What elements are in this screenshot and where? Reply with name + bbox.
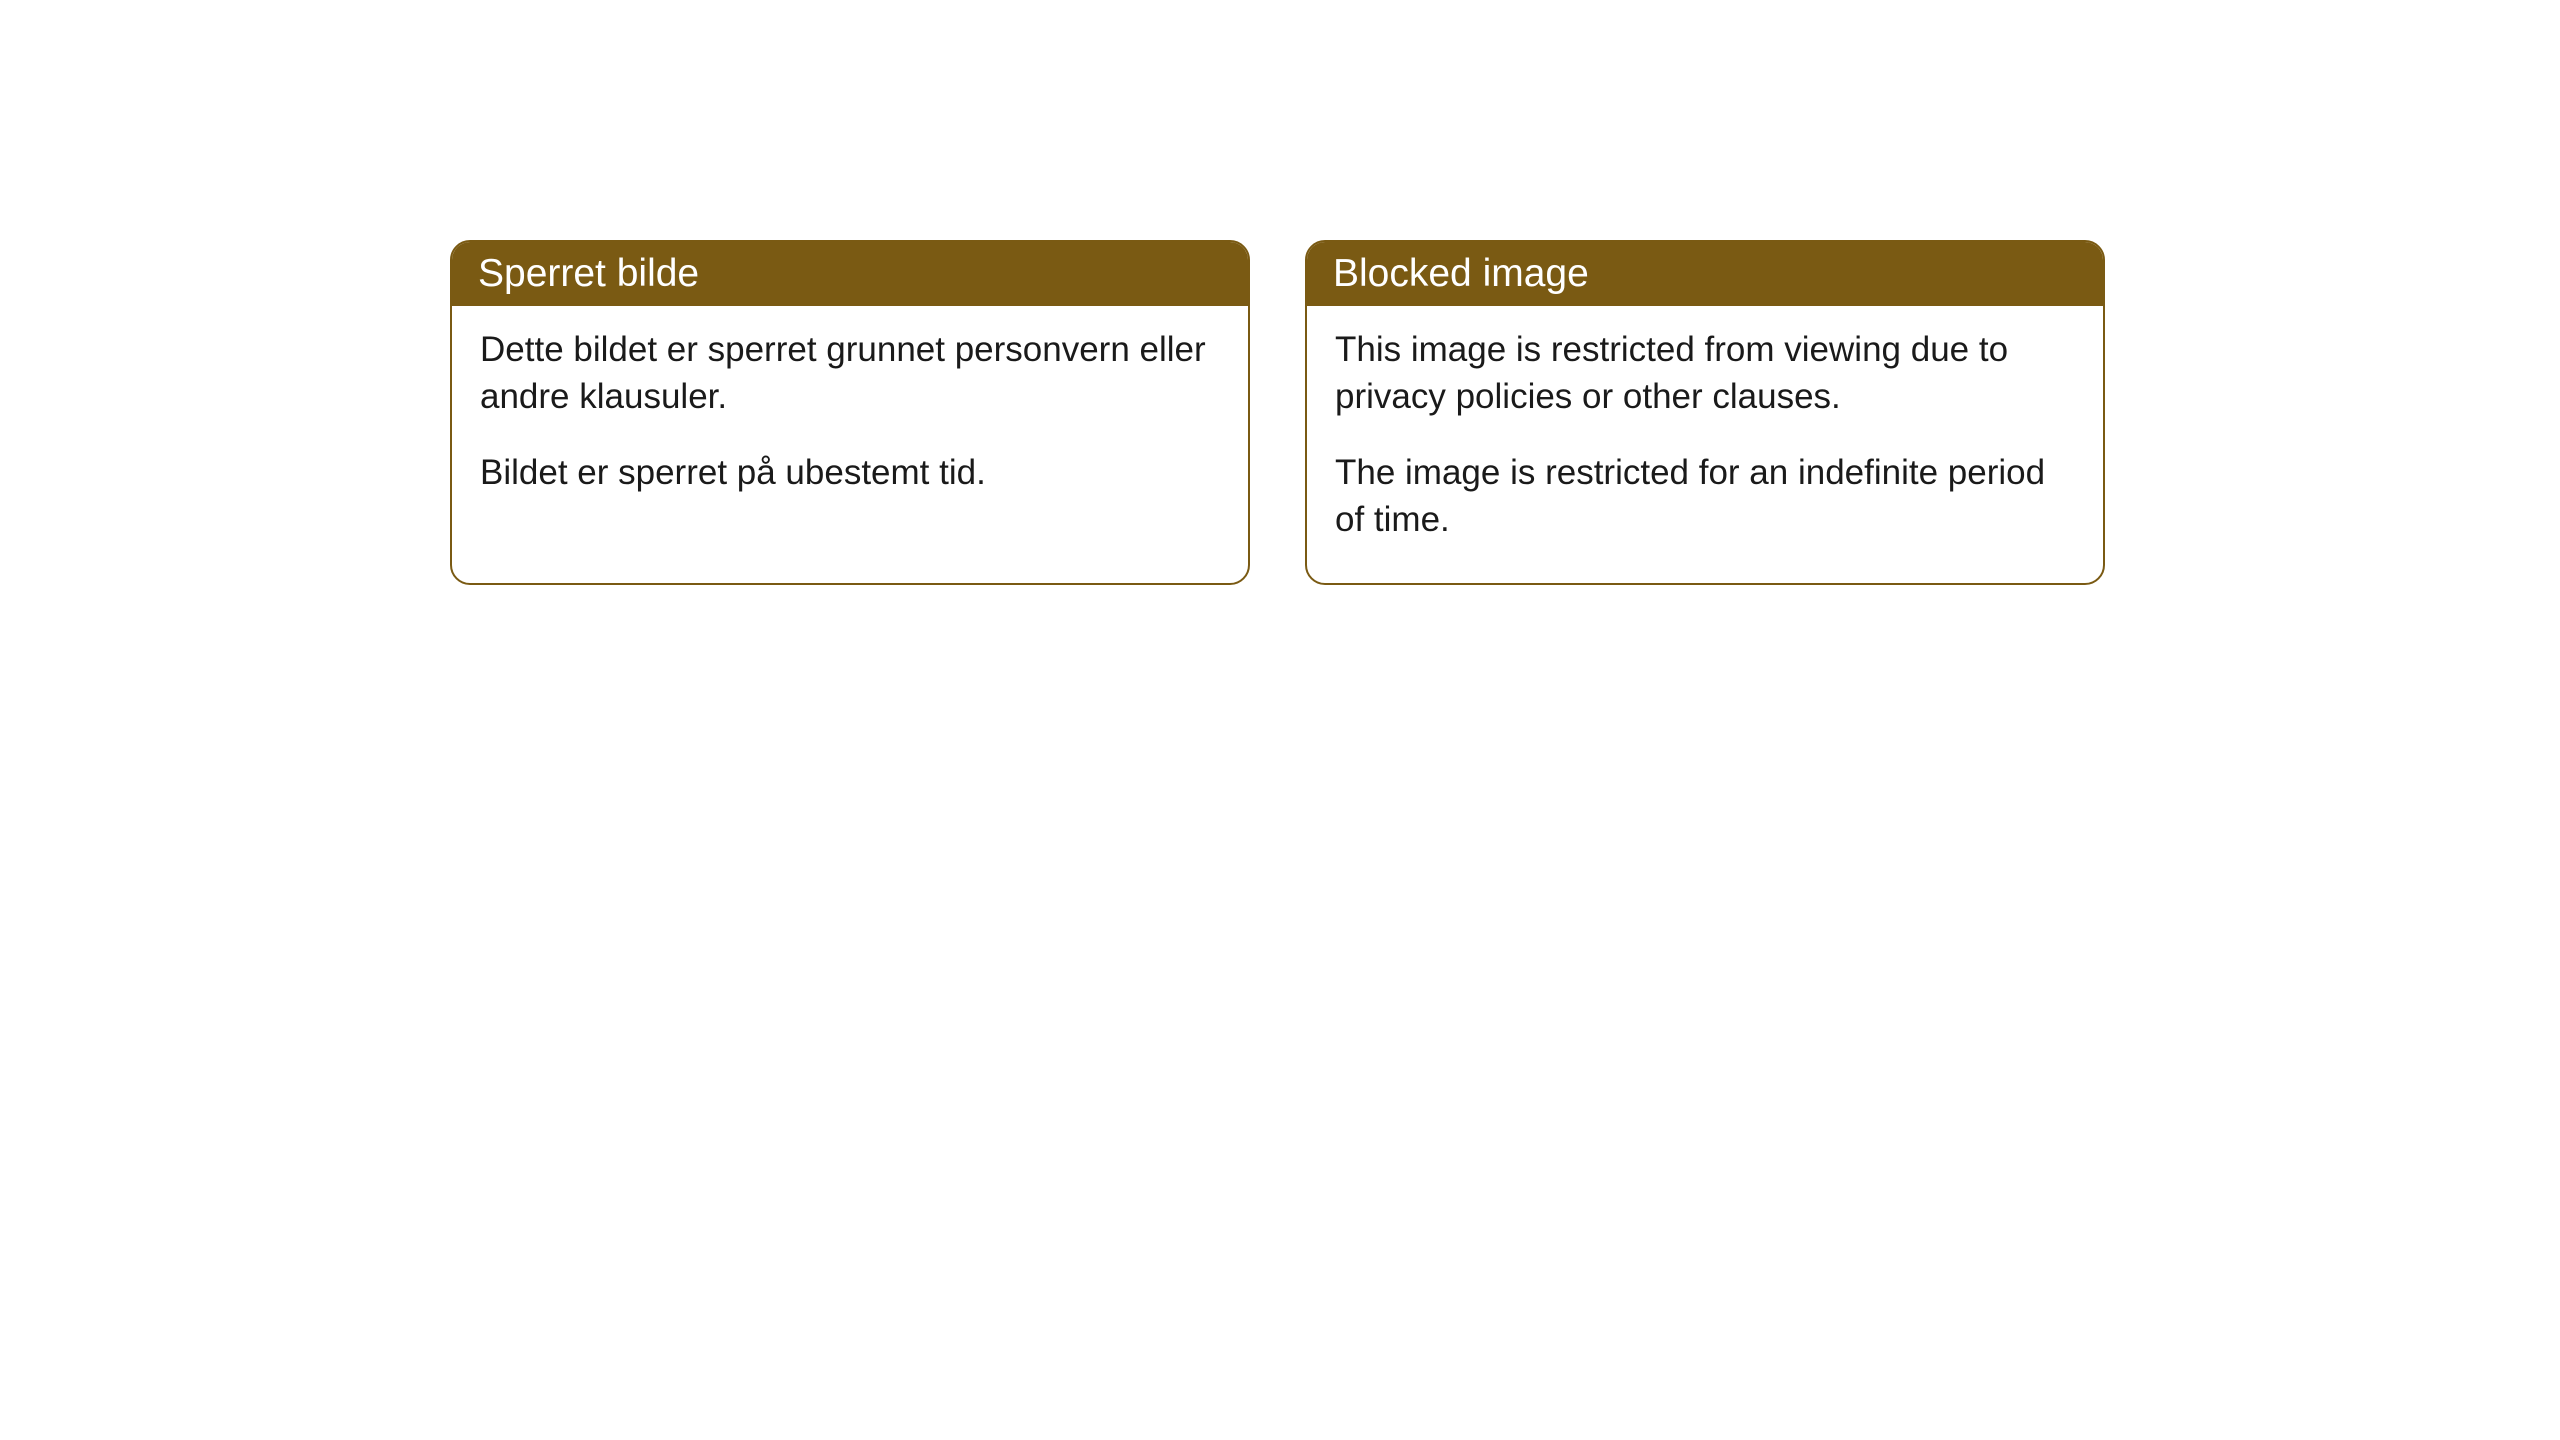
card-text-en-1: This image is restricted from viewing du… [1335, 326, 2075, 421]
blocked-image-card-en: Blocked image This image is restricted f… [1305, 240, 2105, 585]
card-header-no: Sperret bilde [452, 242, 1248, 306]
card-text-en-2: The image is restricted for an indefinit… [1335, 449, 2075, 544]
card-body-no: Dette bildet er sperret grunnet personve… [452, 306, 1248, 536]
card-text-no-2: Bildet er sperret på ubestemt tid. [480, 449, 1220, 496]
card-container: Sperret bilde Dette bildet er sperret gr… [0, 0, 2560, 585]
card-text-no-1: Dette bildet er sperret grunnet personve… [480, 326, 1220, 421]
card-body-en: This image is restricted from viewing du… [1307, 306, 2103, 583]
blocked-image-card-no: Sperret bilde Dette bildet er sperret gr… [450, 240, 1250, 585]
card-header-en: Blocked image [1307, 242, 2103, 306]
